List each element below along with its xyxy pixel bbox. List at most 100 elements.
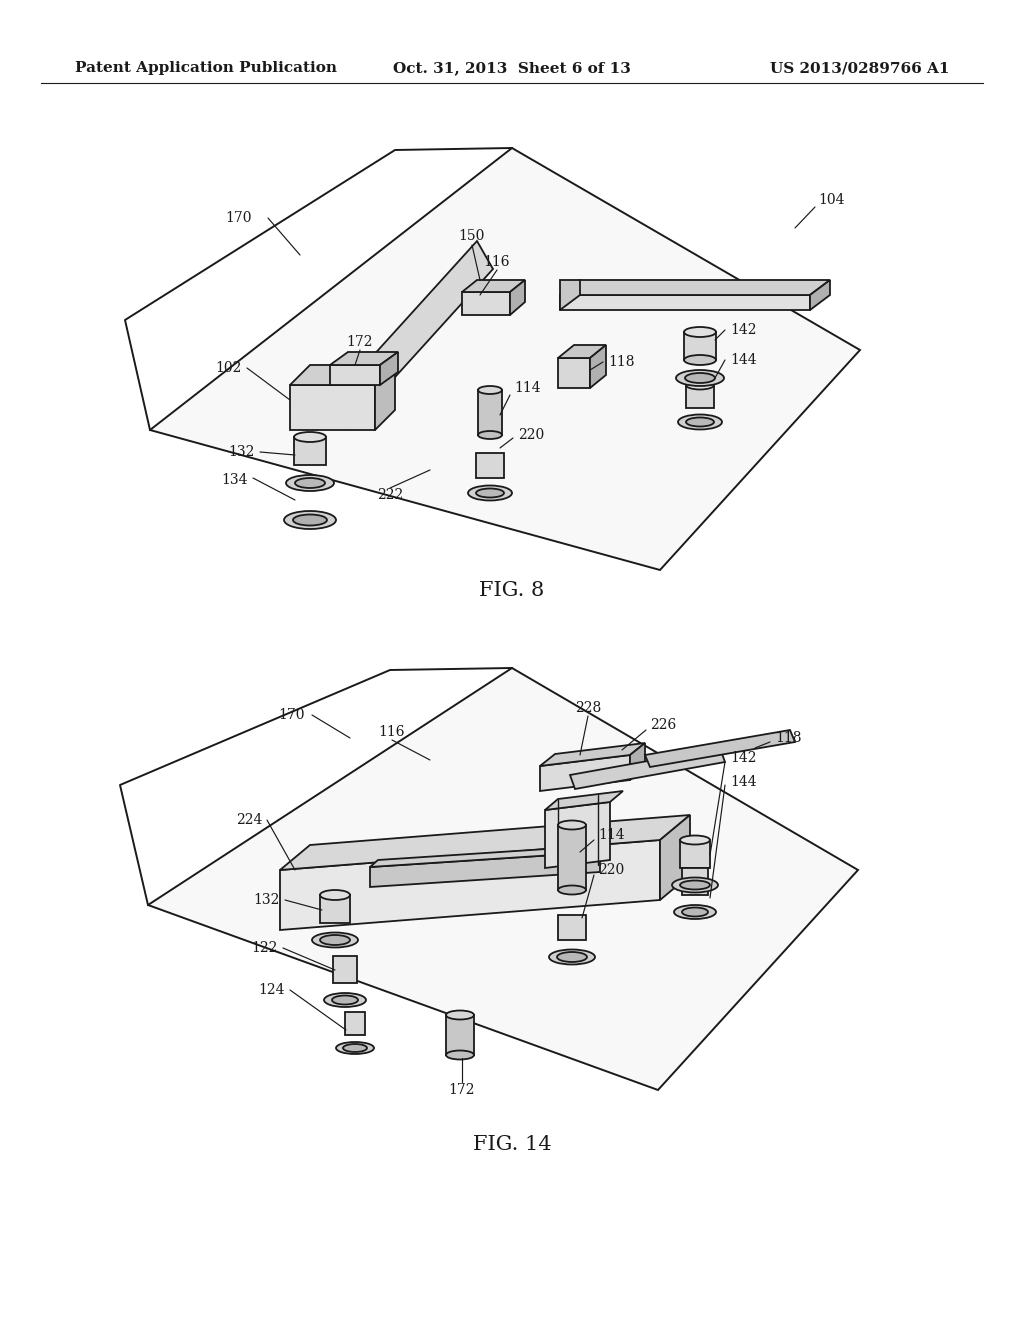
Ellipse shape bbox=[312, 932, 358, 948]
Polygon shape bbox=[810, 280, 830, 310]
Text: 222: 222 bbox=[377, 488, 403, 502]
Polygon shape bbox=[476, 453, 504, 478]
Ellipse shape bbox=[557, 952, 587, 962]
Polygon shape bbox=[558, 358, 590, 388]
Polygon shape bbox=[462, 280, 525, 292]
Polygon shape bbox=[545, 791, 623, 810]
Text: 144: 144 bbox=[730, 775, 757, 789]
Polygon shape bbox=[558, 825, 586, 890]
Ellipse shape bbox=[294, 432, 326, 442]
Text: FIG. 8: FIG. 8 bbox=[479, 581, 545, 599]
Polygon shape bbox=[332, 242, 493, 429]
Polygon shape bbox=[380, 352, 398, 385]
Polygon shape bbox=[630, 743, 645, 780]
Ellipse shape bbox=[336, 1041, 374, 1053]
Ellipse shape bbox=[549, 949, 595, 965]
Text: 172: 172 bbox=[449, 1082, 475, 1097]
Polygon shape bbox=[290, 385, 375, 430]
Text: 144: 144 bbox=[730, 352, 757, 367]
Text: FIG. 14: FIG. 14 bbox=[473, 1135, 551, 1155]
Polygon shape bbox=[148, 668, 858, 1090]
Polygon shape bbox=[545, 803, 610, 869]
Ellipse shape bbox=[674, 906, 716, 919]
Polygon shape bbox=[686, 385, 714, 408]
Ellipse shape bbox=[332, 995, 358, 1005]
Ellipse shape bbox=[284, 511, 336, 529]
Text: Patent Application Publication: Patent Application Publication bbox=[75, 61, 337, 75]
Text: 220: 220 bbox=[598, 863, 625, 876]
Ellipse shape bbox=[478, 432, 502, 440]
Polygon shape bbox=[280, 840, 660, 931]
Text: 150: 150 bbox=[459, 228, 485, 243]
Text: 118: 118 bbox=[775, 731, 802, 744]
Polygon shape bbox=[446, 1015, 474, 1055]
Ellipse shape bbox=[672, 878, 718, 892]
Polygon shape bbox=[370, 851, 600, 887]
Ellipse shape bbox=[680, 836, 710, 845]
Text: 228: 228 bbox=[574, 701, 601, 715]
Text: 116: 116 bbox=[483, 255, 510, 269]
Text: 170: 170 bbox=[225, 211, 252, 224]
Polygon shape bbox=[660, 814, 690, 900]
Ellipse shape bbox=[682, 908, 708, 916]
Polygon shape bbox=[560, 294, 810, 310]
Text: 118: 118 bbox=[608, 355, 635, 370]
Ellipse shape bbox=[686, 380, 714, 389]
Polygon shape bbox=[558, 345, 606, 358]
Text: 226: 226 bbox=[650, 718, 676, 733]
Text: 220: 220 bbox=[518, 428, 544, 442]
Ellipse shape bbox=[324, 993, 366, 1007]
Ellipse shape bbox=[343, 1044, 367, 1052]
Ellipse shape bbox=[446, 1011, 474, 1019]
Polygon shape bbox=[330, 366, 380, 385]
Text: 114: 114 bbox=[598, 828, 625, 842]
Polygon shape bbox=[319, 895, 350, 923]
Polygon shape bbox=[560, 280, 830, 294]
Ellipse shape bbox=[468, 486, 512, 500]
Ellipse shape bbox=[558, 886, 586, 895]
Polygon shape bbox=[570, 748, 725, 789]
Text: US 2013/0289766 A1: US 2013/0289766 A1 bbox=[770, 61, 950, 75]
Text: 132: 132 bbox=[254, 894, 280, 907]
Text: 122: 122 bbox=[252, 941, 278, 954]
Polygon shape bbox=[478, 389, 502, 436]
Ellipse shape bbox=[286, 475, 334, 491]
Polygon shape bbox=[150, 148, 860, 570]
Text: 114: 114 bbox=[514, 381, 541, 395]
Text: 170: 170 bbox=[278, 708, 304, 722]
Text: 104: 104 bbox=[818, 193, 845, 207]
Text: 132: 132 bbox=[228, 445, 255, 459]
Polygon shape bbox=[375, 366, 395, 430]
Ellipse shape bbox=[319, 935, 350, 945]
Polygon shape bbox=[645, 730, 795, 767]
Polygon shape bbox=[345, 1012, 365, 1035]
Text: 134: 134 bbox=[221, 473, 248, 487]
Text: 116: 116 bbox=[379, 725, 406, 739]
Text: 142: 142 bbox=[730, 323, 757, 337]
Ellipse shape bbox=[685, 374, 715, 383]
Text: Oct. 31, 2013  Sheet 6 of 13: Oct. 31, 2013 Sheet 6 of 13 bbox=[393, 61, 631, 75]
Ellipse shape bbox=[293, 515, 327, 525]
Polygon shape bbox=[330, 352, 398, 366]
Text: 124: 124 bbox=[258, 983, 285, 997]
Ellipse shape bbox=[684, 327, 716, 337]
Polygon shape bbox=[462, 292, 510, 315]
Ellipse shape bbox=[684, 355, 716, 366]
Ellipse shape bbox=[680, 880, 710, 890]
Ellipse shape bbox=[558, 821, 586, 829]
Polygon shape bbox=[560, 280, 580, 310]
Ellipse shape bbox=[295, 478, 325, 488]
Polygon shape bbox=[558, 915, 586, 940]
Text: 224: 224 bbox=[236, 813, 262, 828]
Text: 102: 102 bbox=[216, 360, 242, 375]
Ellipse shape bbox=[678, 414, 722, 429]
Polygon shape bbox=[682, 869, 708, 895]
Ellipse shape bbox=[476, 488, 504, 498]
Polygon shape bbox=[540, 755, 630, 791]
Ellipse shape bbox=[446, 1051, 474, 1060]
Polygon shape bbox=[333, 956, 357, 983]
Ellipse shape bbox=[319, 890, 350, 900]
Polygon shape bbox=[680, 840, 710, 869]
Polygon shape bbox=[290, 366, 395, 385]
Ellipse shape bbox=[676, 370, 724, 385]
